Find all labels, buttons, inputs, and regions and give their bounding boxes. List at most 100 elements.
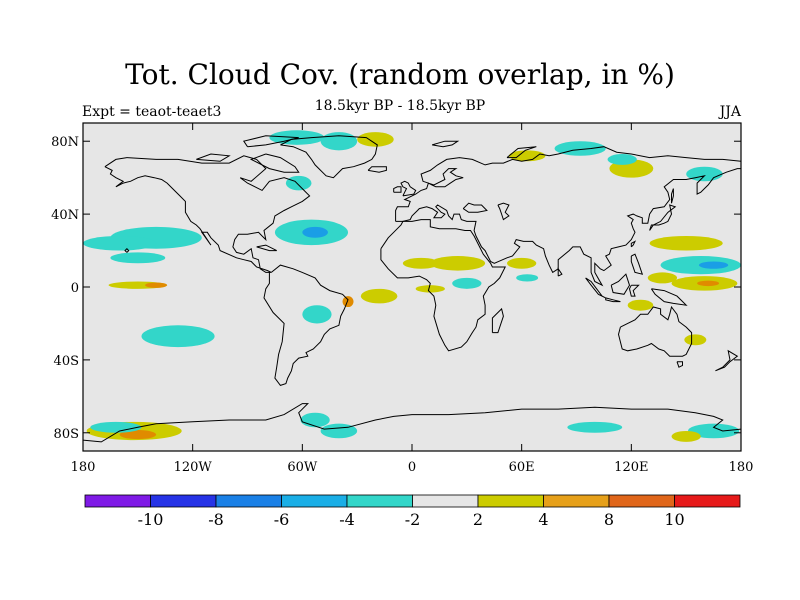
colorbar: -10 -8 -6 -4 -2 2 4 8 10 (84, 494, 741, 529)
coastline-britain (400, 180, 417, 197)
colorbar-box-4 (346, 494, 413, 508)
coastline-greenland (280, 135, 378, 179)
season-label: JJA (719, 104, 741, 120)
anomaly-region-22 (415, 285, 445, 293)
anomaly-region-13 (320, 132, 358, 151)
anomaly-region-15 (302, 305, 332, 324)
coastline-africa (380, 219, 507, 352)
coastline-ellesmere (242, 135, 299, 148)
anomaly-region-16 (360, 288, 398, 304)
y-tick-label: 40N (51, 208, 79, 223)
plot-subtitle: 18.5kyr BP - 18.5kyr BP (314, 98, 486, 114)
anomaly-region-8 (90, 421, 142, 433)
axis-ticks: 180 120W 60W 0 60E 120E 180 80N 40N 0 40S 80S (51, 123, 753, 475)
x-tick-label: 0 (408, 460, 416, 475)
coastline-black-sea (462, 202, 488, 213)
colorbar-label: -6 (274, 510, 290, 529)
coastline-cuba (256, 244, 277, 252)
coastline-victoria-is (196, 153, 231, 162)
coastline-madagascar (491, 307, 504, 334)
anomaly-region-37 (627, 299, 654, 311)
coastline-borneo (610, 273, 631, 295)
colorbar-label: 10 (664, 510, 684, 529)
coastline-novaya-zemlya (506, 146, 537, 159)
coastline-philippines (630, 253, 644, 275)
anomaly-region-38 (684, 334, 707, 346)
colorbar-label: -2 (405, 510, 421, 529)
coastline-caspian (497, 202, 510, 221)
colorbar-label: 4 (538, 510, 548, 529)
colorbar-box-3 (281, 494, 348, 508)
anomaly-region-39 (567, 421, 623, 433)
coastline-new-guinea (650, 288, 688, 306)
coastline-sulawesi (628, 284, 640, 297)
y-tick-label: 40S (54, 354, 79, 369)
colorbar-box-9 (674, 494, 741, 508)
anomaly-region-20 (430, 256, 486, 271)
coastline-sakhalin (671, 188, 674, 204)
coastline-japan (649, 204, 677, 231)
anomaly-fields (83, 130, 741, 442)
coastlines (83, 135, 741, 443)
coastline-baffin (249, 153, 300, 173)
anomaly-region-17 (342, 296, 354, 308)
y-tick-label: 0 (71, 281, 79, 296)
anomaly-region-11 (285, 175, 312, 191)
x-tick-label: 180 (71, 460, 96, 475)
colorbar-box-0 (84, 494, 151, 508)
coastline-antarctica (83, 403, 741, 443)
coastline-java (605, 297, 621, 303)
anomaly-region-25 (516, 274, 539, 282)
coastline-svalbard (431, 140, 460, 148)
coastline-north-america (104, 155, 311, 273)
anomaly-region-40 (687, 423, 740, 439)
coastline-tasmania (676, 361, 683, 368)
coastline-south-america (263, 264, 349, 386)
anomaly-region-2 (110, 252, 166, 264)
anomaly-region-5 (145, 282, 168, 288)
colorbar-box-5 (412, 494, 479, 508)
coastline-australia (617, 305, 693, 357)
anomaly-region-30 (686, 166, 723, 182)
anomaly-region-10 (302, 226, 328, 238)
anomaly-region-24 (507, 257, 537, 269)
colorbar-box-7 (543, 494, 610, 508)
plot-title: Tot. Cloud Cov. (random overlap, in %) (125, 58, 675, 91)
coastline-ireland (393, 186, 402, 193)
coastline-sri-lanka (557, 267, 563, 277)
x-tick-label: 60E (509, 460, 535, 475)
x-tick-label: 180 (729, 460, 754, 475)
colorbar-box-2 (215, 494, 282, 508)
coastline-hawaii (124, 247, 130, 253)
anomaly-region-1 (83, 235, 157, 251)
anomaly-region-18 (300, 412, 330, 428)
coastline-iceland (367, 166, 387, 173)
colorbar-label: -4 (339, 510, 355, 529)
anomaly-region-21 (402, 257, 440, 269)
x-tick-label: 60W (287, 460, 318, 475)
anomaly-region-35 (697, 280, 720, 287)
coastline-eurasia (395, 146, 741, 287)
colorbar-label: -10 (138, 510, 164, 529)
anomaly-region-27 (554, 141, 606, 156)
experiment-label: Expt = teaot-teaet3 (82, 104, 222, 120)
anomaly-region-29 (607, 153, 637, 165)
anomaly-region-33 (698, 261, 729, 269)
anomaly-region-26 (508, 150, 546, 162)
anomaly-region-7 (119, 430, 157, 440)
colorbar-box-8 (608, 494, 675, 508)
anomaly-region-36 (647, 272, 678, 284)
x-tick-label: 120W (174, 460, 213, 475)
map-background (83, 123, 741, 451)
x-tick-label: 120E (614, 460, 648, 475)
y-tick-label: 80S (54, 427, 79, 442)
colorbar-label: -8 (208, 510, 224, 529)
coastline-taiwan (630, 240, 637, 248)
anomaly-region-23 (452, 277, 482, 289)
anomaly-region-14 (357, 132, 394, 147)
anomaly-region-31 (649, 235, 723, 251)
y-tick-label: 80N (51, 135, 79, 150)
colorbar-label: 2 (473, 510, 483, 529)
coastline-new-zealand (715, 349, 739, 372)
